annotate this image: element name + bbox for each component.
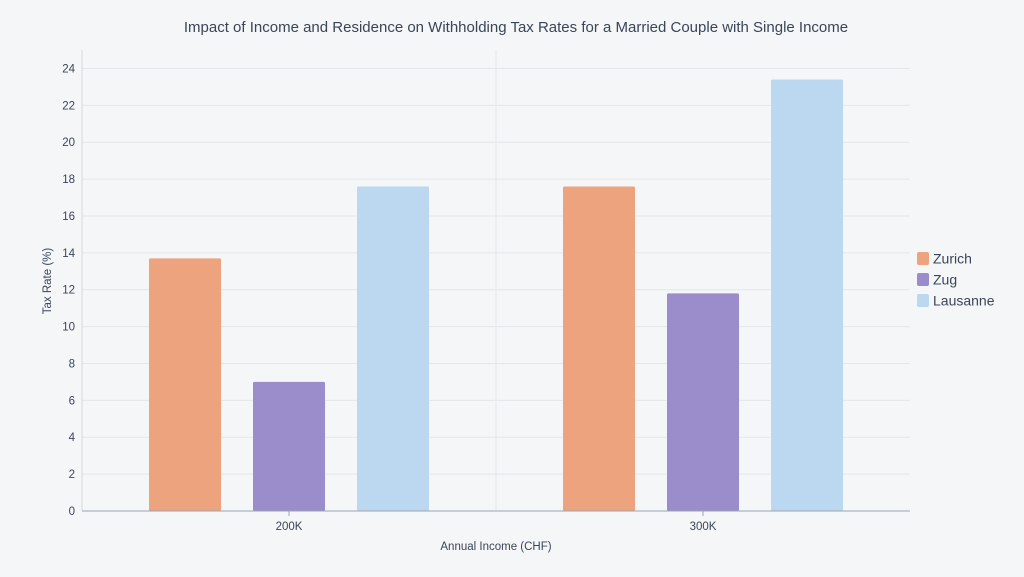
x-tick-label: 200K bbox=[276, 521, 303, 533]
chart-title: Impact of Income and Residence on Withho… bbox=[184, 19, 848, 36]
y-tick-label: 16 bbox=[62, 211, 75, 223]
bar-lausanne-200k bbox=[357, 186, 429, 511]
axes bbox=[81, 50, 910, 516]
y-tick-label: 2 bbox=[69, 469, 75, 481]
y-tick-label: 18 bbox=[62, 174, 75, 186]
y-axis-label: Tax Rate (%) bbox=[42, 248, 54, 315]
legend-swatch-lausanne bbox=[917, 294, 929, 307]
y-tick-label: 8 bbox=[69, 358, 75, 370]
bar-zurich-300k bbox=[563, 186, 635, 511]
bars bbox=[149, 79, 843, 511]
y-tick-label: 20 bbox=[62, 137, 75, 149]
legend-swatch-zug bbox=[917, 273, 929, 286]
bar-zurich-200k bbox=[149, 258, 221, 511]
y-tick-label: 6 bbox=[69, 395, 75, 407]
y-tick-label: 24 bbox=[62, 63, 75, 75]
x-axis-label: Annual Income (CHF) bbox=[440, 541, 551, 553]
bar-zug-300k bbox=[667, 293, 739, 511]
legend-swatch-zurich bbox=[917, 252, 929, 265]
legend: Zurich Zug Lausanne bbox=[917, 251, 995, 309]
y-tick-label: 12 bbox=[62, 285, 75, 297]
legend-label-zug: Zug bbox=[933, 272, 957, 288]
y-tick-label: 14 bbox=[62, 248, 75, 260]
x-tick-label: 300K bbox=[690, 521, 717, 533]
y-tick-label: 10 bbox=[62, 322, 75, 334]
bar-lausanne-300k bbox=[771, 79, 843, 511]
bar-zug-200k bbox=[253, 381, 325, 511]
y-tick-label: 22 bbox=[62, 100, 75, 112]
y-tick-label: 4 bbox=[69, 432, 76, 444]
y-tick-label: 0 bbox=[69, 506, 75, 518]
legend-label-lausanne: Lausanne bbox=[933, 293, 995, 309]
legend-label-zurich: Zurich bbox=[933, 251, 972, 267]
